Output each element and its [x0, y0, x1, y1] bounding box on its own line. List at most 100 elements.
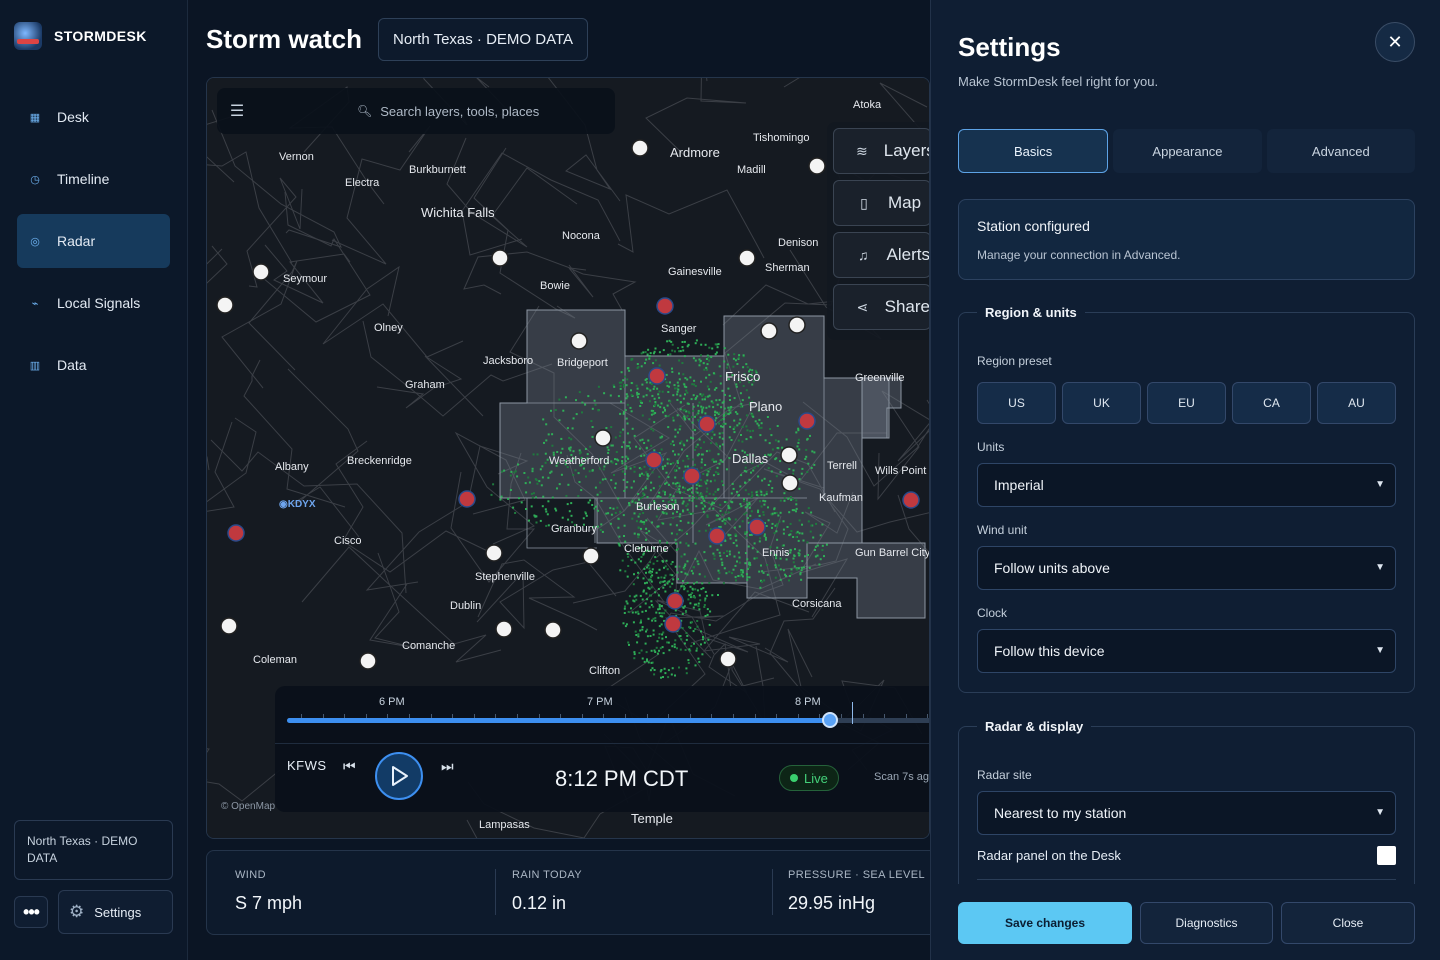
tab-basics[interactable]: Basics	[958, 129, 1109, 173]
tab-advanced[interactable]: Advanced	[1266, 129, 1415, 173]
chevron-down-icon: ▼	[1375, 479, 1385, 490]
sidebar-item-label: Data	[57, 357, 87, 373]
skip-forward-icon[interactable]: ⏭︎	[441, 758, 454, 774]
tool-label: Layers	[883, 141, 930, 160]
sidebar-item-desk[interactable]: ▦ Desk	[17, 90, 170, 144]
tool-label: Map	[888, 193, 922, 212]
preset-us[interactable]: US	[977, 382, 1056, 424]
timeline-tick-label: 7 PM	[587, 696, 613, 708]
city-label: Burkburnett	[409, 164, 466, 176]
sidebar-item-timeline[interactable]: ◷ Timeline	[17, 152, 170, 206]
tab-appearance[interactable]: Appearance	[1113, 129, 1262, 173]
city-label: Ardmore	[670, 145, 720, 160]
play-button[interactable]	[375, 752, 423, 800]
diagnostics-button[interactable]: Diagnostics	[1140, 902, 1273, 944]
city-label: Ennis	[762, 547, 790, 559]
tool-map[interactable]: ▯ Map	[833, 180, 929, 226]
tool-layers[interactable]: ≋ Layers	[833, 128, 930, 174]
city-label: Plano	[749, 399, 782, 414]
timeline-tick	[581, 714, 583, 718]
timeline-tick	[927, 714, 929, 718]
search-icon: 🔍︎	[357, 104, 373, 118]
live-button[interactable]: Live	[779, 765, 839, 791]
timeline-progress	[287, 718, 830, 723]
timeline-track[interactable]	[287, 718, 929, 723]
station-marker[interactable]: ◉KDYX	[279, 499, 316, 510]
search-input[interactable]: Search layers, tools, places	[380, 103, 540, 119]
timeline-tick	[409, 714, 410, 718]
preset-uk[interactable]: UK	[1062, 382, 1141, 424]
timeline-tick	[301, 714, 302, 718]
timeline-tick	[430, 714, 432, 718]
save-button[interactable]: Save changes	[958, 902, 1132, 944]
preset-au[interactable]: AU	[1317, 382, 1396, 424]
city-label: Terrell	[827, 460, 857, 472]
stormdesk-logo	[14, 22, 42, 50]
wind-unit-select[interactable]: Follow units above ▼	[977, 546, 1396, 590]
menu-icon[interactable]: ☰	[229, 103, 245, 120]
clock-select[interactable]: Follow this device ▼	[977, 629, 1396, 673]
close-button[interactable]: Close	[1281, 902, 1415, 944]
units-select[interactable]: Imperial ▼	[977, 463, 1396, 507]
region-chip[interactable]: North Texas · DEMO DATA	[378, 18, 589, 61]
city-label: Bridgeport	[557, 357, 608, 369]
radar-map[interactable]: Vernon Electra Burkburnett Wichita Falls Noc…	[206, 77, 930, 839]
timeline-tick	[841, 714, 842, 718]
sidebar-item-label: Timeline	[57, 171, 110, 187]
city-label: Cisco	[334, 535, 362, 547]
region-units-section: Region & units Region preset US UK EU CA…	[958, 305, 1415, 693]
highway-shield	[738, 249, 756, 267]
playback-bar: 6 PM 7 PM 8 PM KFWS ⏮︎ ⏭︎ 8:12 PM CDT Li…	[275, 686, 929, 812]
units-label: Units	[977, 440, 1005, 454]
city-label: Nocona	[562, 230, 601, 242]
settings-button[interactable]: ⚙ Settings	[58, 890, 173, 934]
close-icon[interactable]: ✕	[1375, 22, 1415, 62]
preset-ca[interactable]: CA	[1232, 382, 1311, 424]
preset-eu[interactable]: EU	[1147, 382, 1226, 424]
radar-site-label: KFWS	[287, 758, 327, 773]
city-label: Granbury	[551, 523, 597, 535]
timeline-tick	[646, 714, 648, 718]
more-button[interactable]: •••	[14, 896, 48, 928]
play-icon	[392, 766, 408, 786]
highway-shield	[594, 429, 612, 447]
map-tools: ≋ Layers ▯ Map ♫ Alerts ⋖ Share	[827, 122, 930, 340]
timeline-tick	[322, 714, 324, 718]
radar-panel-checkbox[interactable]	[1377, 846, 1396, 865]
city-label: Wichita Falls	[421, 205, 495, 220]
metric-divider	[495, 869, 496, 915]
timeline-tick	[452, 714, 454, 718]
sidebar-region[interactable]: North Texas · DEMO DATA	[14, 820, 173, 880]
wind-unit-value: Follow units above	[994, 560, 1110, 576]
tool-alerts[interactable]: ♫ Alerts	[833, 232, 929, 278]
brand[interactable]: STORMDESK	[14, 22, 147, 50]
sidebar-item-radar[interactable]: ◎ Radar	[17, 214, 170, 268]
highway-shield	[227, 524, 245, 542]
metric-label: WIND	[235, 869, 266, 881]
highway-shield	[748, 518, 766, 536]
chevron-down-icon: ▼	[1375, 807, 1385, 818]
sidebar-item-data[interactable]: ▥ Data	[17, 338, 170, 392]
city-label: Atoka	[853, 99, 882, 111]
timeline-tick	[603, 714, 605, 718]
highway-shield	[780, 446, 798, 464]
city-label: Jacksboro	[483, 355, 533, 367]
radar-site-select[interactable]: Nearest to my station ▼	[977, 791, 1396, 835]
tool-share[interactable]: ⋖ Share	[833, 284, 929, 330]
highway-shield	[683, 467, 701, 485]
bell-icon: ♫	[858, 247, 869, 263]
region-presets: US UK EU CA AU	[977, 382, 1396, 424]
sidebar-item-local-signals[interactable]: ⌁ Local Signals	[17, 276, 170, 330]
highway-shield	[544, 621, 562, 639]
highway-shield	[485, 544, 503, 562]
city-label: Kaufman	[819, 492, 863, 504]
city-label: Wills Point	[875, 465, 926, 477]
settings-title: Settings	[958, 32, 1061, 62]
sidebar-nav: ▦ Desk ◷ Timeline ◎ Radar ⌁ Local Signal…	[17, 90, 170, 400]
city-label: Breckenridge	[347, 455, 412, 467]
skip-back-icon[interactable]: ⏮︎	[343, 758, 356, 774]
timeline-thumb[interactable]	[821, 712, 838, 728]
city-label: Vernon	[279, 151, 314, 163]
map-search[interactable]: ☰ 🔍︎ Search layers, tools, places	[217, 88, 615, 134]
city-label: Gun Barrel City	[855, 547, 930, 559]
